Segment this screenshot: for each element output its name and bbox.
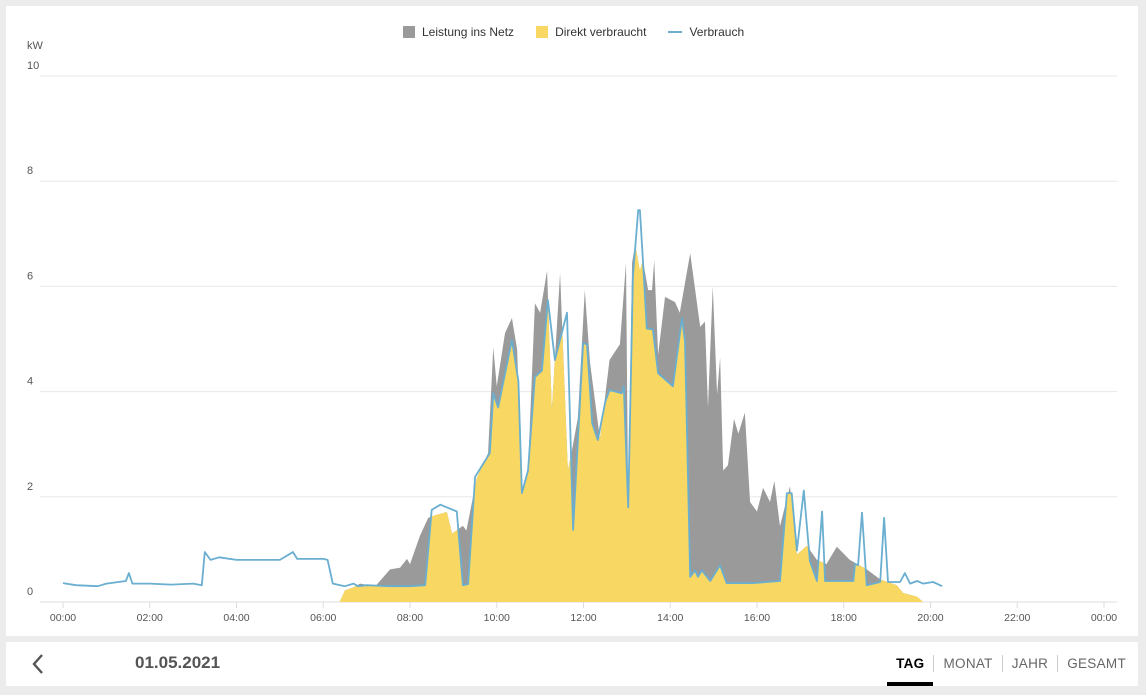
x-tick-label: 08:00 [397, 612, 423, 624]
x-tick-label: 00:00 [50, 612, 76, 624]
grid-feed-swatch-icon [403, 26, 415, 38]
legend-item-consumption[interactable]: Verbrauch [668, 25, 744, 39]
chart-legend: Leistung ins Netz Direkt verbraucht Verb… [403, 25, 744, 39]
previous-day-button[interactable] [28, 652, 48, 676]
y-axis-unit: kW [27, 40, 43, 52]
tab-gesamt[interactable]: GESAMT [1057, 655, 1135, 672]
y-tick-label: 0 [27, 586, 33, 598]
x-tick-label: 20:00 [917, 612, 943, 624]
legend-item-grid-feed[interactable]: Leistung ins Netz [403, 25, 514, 39]
x-tick-label: 00:00 [1091, 612, 1117, 624]
x-tick-label: 14:00 [657, 612, 683, 624]
x-tick-label: 12:00 [570, 612, 596, 624]
legend-item-direct[interactable]: Direkt verbraucht [536, 25, 646, 39]
consumption-line [62, 209, 943, 588]
current-date: 01.05.2021 [135, 653, 221, 672]
legend-label: Verbrauch [689, 25, 745, 39]
x-tick-label: 18:00 [831, 612, 857, 624]
x-tick-label: 04:00 [223, 612, 249, 624]
legend-label: Direkt verbraucht [555, 25, 647, 39]
y-tick-label: 6 [27, 270, 33, 282]
tab-tag[interactable]: TAG [887, 655, 934, 686]
period-tabs: TAG MONAT JAHR GESAMT [887, 655, 1135, 686]
footer-bar [6, 642, 1138, 686]
y-tick-label: 10 [27, 60, 39, 72]
chevron-left-icon [32, 654, 43, 674]
direct-consumption-area [339, 246, 924, 602]
x-tick-label: 16:00 [744, 612, 770, 624]
direct-swatch-icon [536, 26, 549, 38]
consumption-line-icon [668, 31, 683, 33]
x-tick-label: 22:00 [1004, 612, 1030, 624]
tab-monat[interactable]: MONAT [933, 655, 1001, 672]
x-tick-label: 10:00 [484, 612, 510, 624]
x-tick-label: 02:00 [137, 612, 163, 624]
y-tick-label: 4 [27, 376, 33, 388]
tab-jahr[interactable]: JAHR [1001, 655, 1057, 672]
y-tick-label: 8 [27, 165, 33, 177]
x-tick-label: 06:00 [310, 612, 336, 624]
y-tick-label: 2 [27, 481, 33, 493]
legend-label: Leistung ins Netz [422, 25, 515, 39]
